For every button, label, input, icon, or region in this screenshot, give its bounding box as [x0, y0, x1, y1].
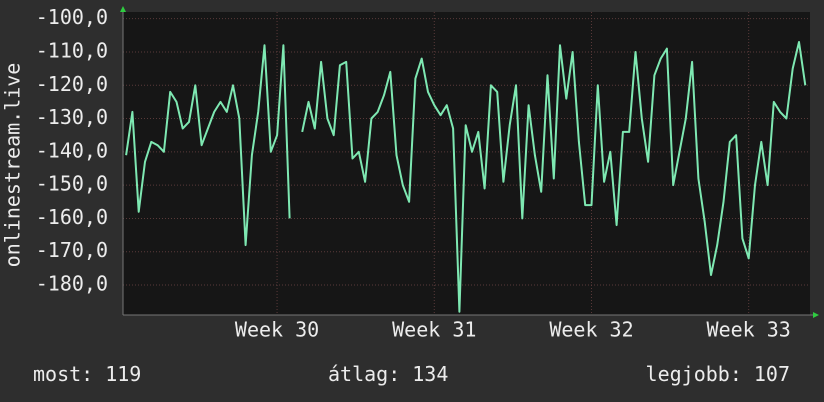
y-tick-label: -120,0 — [36, 72, 108, 96]
stat-value: 119 — [105, 362, 141, 386]
y-tick-label: -100,0 — [36, 5, 108, 29]
x-tick-label: Week 32 — [549, 318, 633, 342]
y-tick-label: -180,0 — [36, 272, 108, 296]
y-tick-label: -130,0 — [36, 105, 108, 129]
stat-label: átlag: — [328, 362, 400, 386]
y-tick-label: -160,0 — [36, 205, 108, 229]
y-tick-label: -150,0 — [36, 172, 108, 196]
stat-value: 134 — [412, 362, 448, 386]
y-tick-label: -140,0 — [36, 138, 108, 162]
stat-value: 107 — [754, 362, 790, 386]
y-tick-label: -170,0 — [36, 238, 108, 262]
stat-label: legjobb: — [646, 362, 742, 386]
x-tick-label: Week 30 — [235, 318, 319, 342]
stat-label: most: — [33, 362, 93, 386]
stat: most: 119 — [33, 362, 141, 386]
y-axis-arrow — [120, 6, 126, 12]
stats: most: 119 átlag: 134 legjobb: 107 — [33, 362, 790, 386]
stat: legjobb: 107 — [646, 362, 790, 386]
x-tick-label: Week 33 — [707, 318, 791, 342]
plot-area — [123, 12, 810, 315]
data-line — [125, 41, 807, 313]
y-axis-label: onlinestream.live — [1, 63, 25, 268]
y-tick-label: -110,0 — [36, 38, 108, 62]
x-axis-arrow — [813, 312, 819, 318]
stat: átlag: 134 — [328, 362, 448, 386]
x-tick-label: Week 31 — [392, 318, 476, 342]
